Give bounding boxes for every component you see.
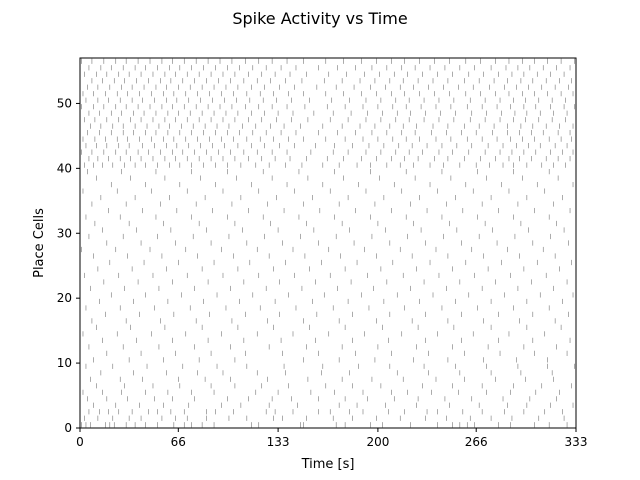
y-axis-label: Place Cells xyxy=(32,208,47,278)
x-tick-label: 66 xyxy=(171,435,186,449)
x-tick-label: 200 xyxy=(366,435,389,449)
y-tick-label: 30 xyxy=(57,226,72,240)
y-tick-label: 10 xyxy=(57,356,72,370)
chart-title: Spike Activity vs Time xyxy=(232,9,407,28)
y-axis-ticks: 0 10 20 30 40 50 xyxy=(57,96,80,435)
y-tick-label: 0 xyxy=(64,421,72,435)
x-tick-label: 333 xyxy=(565,435,588,449)
spike-layer xyxy=(79,58,575,428)
y-tick-label: 20 xyxy=(57,291,72,305)
x-tick-label: 0 xyxy=(76,435,84,449)
x-tick-label: 266 xyxy=(465,435,488,449)
y-tick-label: 50 xyxy=(57,96,72,110)
x-tick-label: 133 xyxy=(267,435,290,449)
plot-area-frame xyxy=(79,57,577,429)
y-tick-label: 40 xyxy=(57,161,72,175)
x-axis-ticks: 0 66 133 200 266 333 xyxy=(76,428,587,449)
x-axis-label: Time [s] xyxy=(301,457,355,472)
